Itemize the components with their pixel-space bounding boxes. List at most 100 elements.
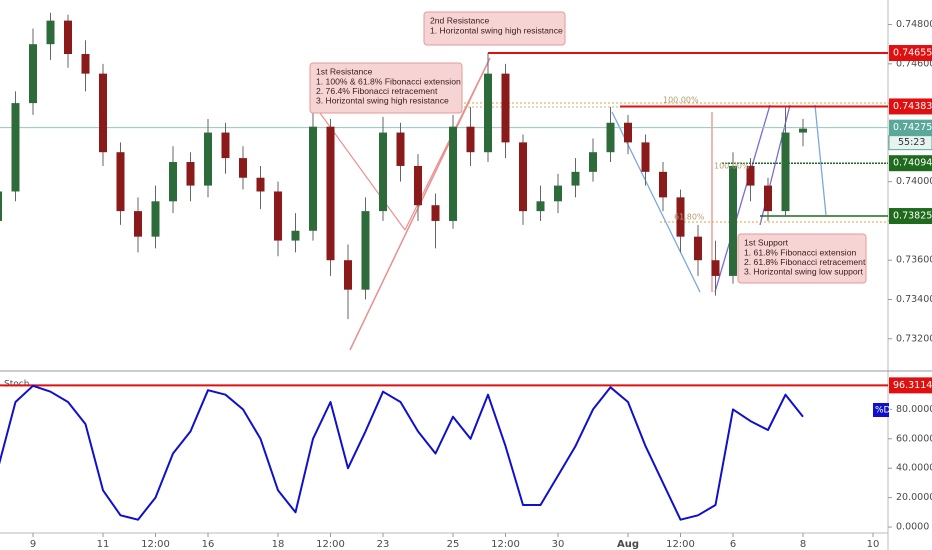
x-tick-label: 30 [552, 539, 565, 550]
level-label: 0.73825 [893, 211, 932, 222]
candle-body [501, 73, 510, 143]
annotation-title: 1st Support [744, 237, 789, 247]
candle-body [431, 205, 440, 221]
candle-body [81, 54, 90, 74]
candle-body [46, 20, 55, 45]
candle-body [11, 103, 20, 192]
stoch-level-label: 96.3114 [893, 380, 932, 391]
candle-body [536, 201, 545, 212]
level-label-bg [889, 45, 932, 62]
candle-body [571, 171, 580, 186]
x-tick-label: 25 [447, 539, 460, 550]
candle-body [99, 73, 107, 153]
fib-label: 100.00% [714, 162, 750, 171]
last-price-bg [889, 119, 932, 136]
annotation-line: 1. Horizontal swing high resistance [430, 25, 563, 35]
x-tick-label: 12:00 [141, 539, 170, 550]
level-label-bg [889, 98, 932, 115]
candle-body [221, 132, 230, 159]
fib-label: 61.80% [674, 213, 705, 222]
y-tick-label: 0.74600 [896, 58, 932, 69]
annotation-box [309, 62, 463, 114]
candle-body [711, 260, 720, 276]
x-tick-label: 12:00 [316, 539, 345, 550]
candle-body [151, 201, 160, 237]
stoch-name-bg [873, 403, 889, 417]
level-label: 0.74655 [893, 48, 932, 59]
annotation-title: 2nd Resistance [430, 15, 489, 25]
annotation-line: 3. Horizontal swing low support [744, 266, 864, 276]
arrow [714, 104, 771, 293]
candle-body [0, 191, 2, 221]
countdown: 55:23 [898, 137, 925, 148]
arrow [814, 104, 827, 216]
candle-body [624, 122, 632, 143]
candle-body [291, 230, 300, 241]
candle-body [396, 132, 405, 166]
annotation-box [423, 11, 566, 46]
x-tick-label: 18 [272, 539, 285, 550]
annotation-line: 1. 61.8% Fibonacci extension [744, 247, 856, 257]
y-tick-label: 40.0000 [896, 463, 932, 474]
candle-body [554, 185, 562, 202]
candle-body [676, 197, 685, 237]
annotation-box [737, 233, 867, 284]
candle-body [29, 44, 37, 104]
candle-body [309, 126, 317, 231]
level-label: 0.74383 [893, 101, 932, 112]
y-tick-label: 20.0000 [896, 492, 932, 503]
stoch-line [0, 384, 804, 521]
y-tick-label: 0.74800 [896, 19, 932, 30]
x-tick-label: 10 [867, 539, 880, 550]
annotation-line: 1. 100% & 61.8% Fibonacci extension [316, 76, 461, 86]
level-label-bg [889, 208, 932, 225]
x-tick-label: 23 [377, 539, 390, 550]
candle-body [484, 73, 492, 153]
candle-body [729, 165, 737, 276]
y-tick-label: 80.0000 [896, 404, 932, 415]
candle-body [589, 152, 597, 172]
candle-body [746, 165, 755, 186]
countdown-bg [888, 135, 932, 151]
candle-body [361, 211, 370, 290]
candle-body [186, 162, 195, 186]
fib-label: 100.00% [663, 96, 699, 105]
candle-body [764, 185, 772, 212]
annotation-line: 2. 61.8% Fibonacci retracement [744, 257, 866, 267]
x-tick-label: 16 [202, 539, 215, 550]
candle-body [274, 191, 282, 241]
candle-body [659, 171, 667, 198]
candle-body [799, 128, 807, 133]
last-price-label: 0.74275 [893, 122, 932, 133]
y-tick-label: 0.73200 [896, 333, 932, 344]
stoch-level-bg [889, 377, 932, 394]
candle-body [239, 158, 247, 178]
candle-body [344, 260, 352, 290]
y-tick-label: 60.0000 [896, 433, 932, 444]
candle-body [379, 132, 387, 212]
candle-body [134, 211, 142, 237]
candle-body [204, 132, 212, 186]
y-tick-label: 0.0000 [896, 522, 929, 533]
level-label: 0.74094 [893, 158, 932, 169]
y-tick-label: 0.73400 [896, 294, 932, 305]
candle-body [116, 152, 125, 212]
candle-body [519, 142, 527, 212]
annotation-line: 2. 76.4% Fibonacci retracement [316, 86, 438, 96]
annotation-title: 1st Resistance [316, 66, 373, 76]
stoch-name: %D [875, 406, 891, 416]
candle-body [694, 236, 702, 261]
annotation-line: 3. Horizontal swing high resistance [316, 95, 449, 105]
x-tick-label: 6 [730, 539, 736, 550]
candle-body [169, 162, 177, 202]
candle-body [466, 126, 475, 153]
candle-body [641, 142, 650, 172]
x-tick-label: 8 [800, 539, 806, 550]
x-tick-label: 9 [30, 539, 36, 550]
candle-body [256, 177, 265, 192]
x-tick-label: Aug [617, 539, 639, 550]
level-label-bg [889, 155, 932, 172]
